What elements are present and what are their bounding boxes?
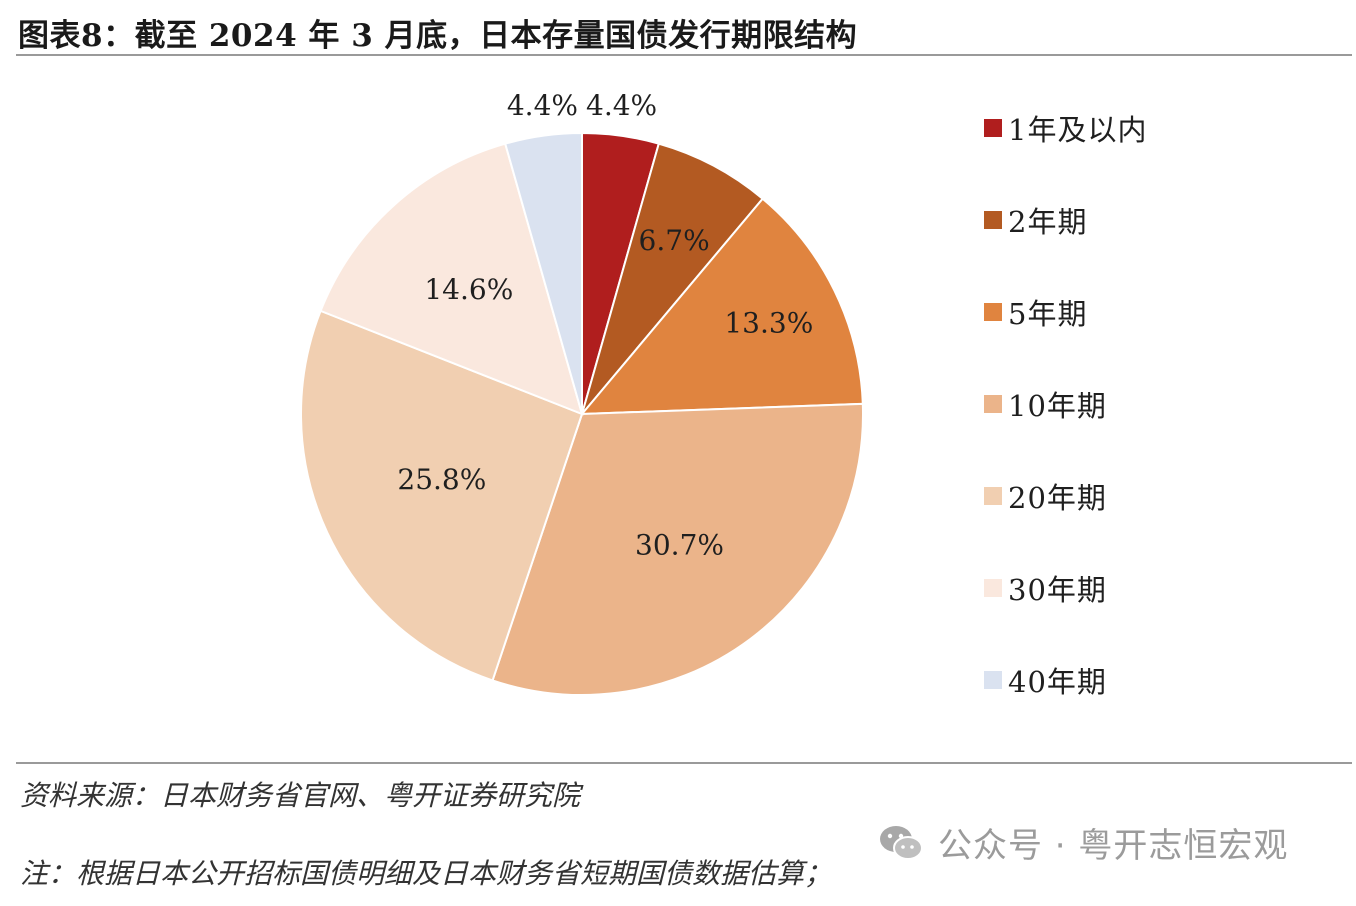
legend-item-6: 30年期 (984, 568, 1107, 608)
legend-swatch (984, 395, 1002, 413)
legend-item-7: 40年期 (984, 660, 1107, 700)
pie-data-label-1: 4.4% (586, 89, 657, 122)
legend-swatch (984, 119, 1002, 137)
legend-swatch (984, 303, 1002, 321)
legend-label: 40年期 (1008, 665, 1107, 699)
legend-label: 20年期 (1008, 481, 1107, 515)
pie-data-label-5: 25.8% (397, 463, 486, 496)
wechat-icon (880, 825, 923, 860)
pie-slice-4 (491, 402, 864, 696)
source-note: 资料来源：日本财务省官网、粤开证券研究院 (20, 779, 581, 812)
pie-slice-3 (579, 197, 864, 416)
legend-item-2: 2年期 (984, 200, 1087, 240)
legend-label: 5年期 (1008, 297, 1088, 331)
methodology-note: 注：根据日本公开招标国债明细及日本财务省短期国债数据估算； (20, 857, 833, 890)
watermark-text: 公众号 · 粤开志恒宏观 (938, 826, 1289, 866)
legend-swatch (984, 579, 1002, 597)
legend-item-5: 20年期 (984, 476, 1107, 516)
footer-divider (16, 762, 1352, 764)
legend-swatch (984, 211, 1002, 229)
pie-data-label-4: 30.7% (635, 529, 724, 562)
pie-slice-5 (300, 309, 584, 682)
legend-item-3: 5年期 (984, 292, 1087, 332)
legend-swatch (984, 671, 1002, 689)
legend-item-4: 10年期 (984, 384, 1107, 424)
pie-data-label-6: 14.6% (424, 273, 513, 306)
legend-item-1: 1年及以内 (984, 108, 1147, 148)
pie-slice-7 (503, 131, 583, 415)
chart-title: 图表8：截至 2024 年 3 月底，日本存量国债发行期限结构 (18, 18, 858, 54)
pie-data-label-2: 6.7% (639, 224, 710, 257)
title-divider (16, 54, 1352, 56)
pie-slice-2 (581, 142, 765, 415)
pie-data-label-7: 4.4% (507, 89, 578, 122)
watermark: 公众号 · 粤开志恒宏观 (878, 818, 1288, 867)
pie-slice-6 (319, 142, 584, 416)
legend-label: 1年及以内 (1008, 113, 1148, 147)
legend-swatch (984, 487, 1002, 505)
legend-label: 10年期 (1008, 389, 1107, 423)
legend-label: 30年期 (1008, 573, 1107, 607)
pie-data-label-3: 13.3% (724, 307, 813, 340)
legend-label: 2年期 (1008, 205, 1088, 239)
